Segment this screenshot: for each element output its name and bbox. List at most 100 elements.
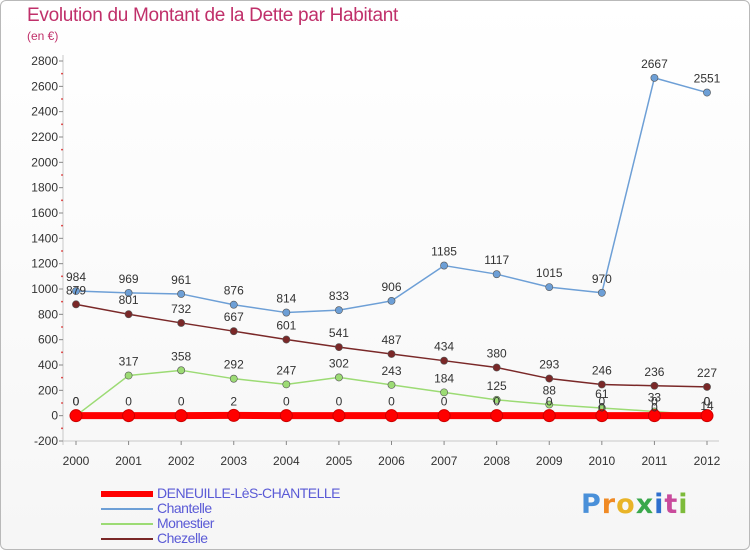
legend-swatch: [101, 523, 153, 525]
x-tick-label: 2002: [168, 454, 195, 468]
data-point-chezelle: [440, 356, 448, 365]
data-point-monestier: [335, 373, 343, 382]
data-label-chantelle: 970: [592, 272, 612, 286]
data-label-chantelle: 906: [381, 280, 401, 294]
data-point-chantelle: [545, 283, 554, 291]
y-minor-tick: [61, 351, 63, 354]
data-point-chezelle: [229, 327, 238, 336]
chart-title: Evolution du Montant de la Dette par Hab…: [27, 5, 398, 26]
data-label-monestier: 247: [276, 363, 296, 377]
data-point-deneuille-l-s-chantelle: [69, 409, 83, 423]
x-tick-label: 2005: [326, 454, 353, 468]
data-point-deneuille-l-s-chantelle: [647, 409, 661, 423]
data-label-monestier: 88: [543, 384, 557, 398]
data-label-chezelle: 380: [487, 347, 507, 361]
x-tick-label: 2004: [273, 454, 300, 468]
legend-label: Chezelle: [157, 530, 208, 546]
data-point-chantelle: [387, 297, 396, 305]
data-point-monestier: [282, 380, 291, 389]
data-label-chezelle: 487: [381, 333, 401, 347]
x-tick-label: 2008: [483, 454, 510, 468]
data-label-chezelle: 293: [539, 358, 559, 372]
data-label-monestier: 358: [171, 349, 191, 363]
y-tick-label: 2600: [31, 79, 58, 93]
y-minor-tick: [61, 148, 63, 151]
y-tick-label: 1000: [31, 282, 58, 296]
data-point-chantelle: [440, 261, 448, 270]
data-label-chezelle: 667: [224, 310, 244, 324]
data-label-deneuille-l-s-chantelle: 0: [704, 395, 711, 409]
data-label-chezelle: 246: [592, 364, 612, 378]
data-point-chantelle: [229, 300, 238, 309]
data-label-deneuille-l-s-chantelle: 0: [546, 395, 553, 409]
data-label-chezelle: 732: [171, 302, 191, 316]
data-label-monestier: 61: [595, 387, 609, 401]
data-point-monestier: [124, 371, 133, 380]
data-point-chezelle: [545, 374, 554, 383]
y-tick-label: 600: [38, 333, 58, 347]
data-point-chezelle: [282, 335, 291, 344]
data-label-chantelle: 1185: [431, 245, 457, 259]
y-tick-label: 2200: [31, 130, 58, 144]
y-tick-label: -200: [34, 434, 58, 448]
data-point-deneuille-l-s-chantelle: [385, 409, 398, 423]
data-label-deneuille-l-s-chantelle: 0: [441, 395, 448, 409]
data-point-chantelle: [335, 306, 343, 315]
data-label-chantelle: 814: [276, 292, 296, 306]
data-point-chezelle: [650, 381, 659, 390]
data-point-chezelle: [597, 380, 606, 389]
data-point-chantelle: [282, 308, 291, 317]
data-point-monestier: [492, 395, 501, 404]
data-point-chezelle: [124, 310, 133, 319]
data-label-monestier: 125: [487, 379, 507, 393]
data-label-deneuille-l-s-chantelle: 0: [178, 395, 185, 409]
x-tick-label: 2006: [378, 454, 405, 468]
data-point-deneuille-l-s-chantelle: [542, 409, 556, 423]
data-label-monestier: 292: [224, 358, 244, 372]
y-tick-label: 1400: [31, 231, 58, 245]
data-point-monestier: [177, 366, 186, 375]
data-label-monestier: 0: [704, 395, 711, 409]
y-minor-tick: [61, 376, 63, 379]
y-minor-tick: [61, 199, 63, 202]
data-label-chezelle: 227: [697, 366, 717, 380]
y-tick-label: 0: [51, 409, 58, 423]
chart-subtitle: (en €): [27, 29, 59, 43]
data-point-deneuille-l-s-chantelle: [490, 409, 504, 423]
data-point-chezelle: [177, 319, 186, 327]
data-label-extra: 0: [651, 401, 658, 415]
data-point-chantelle: [703, 88, 711, 97]
x-tick-label: 2000: [63, 454, 90, 468]
data-label-deneuille-l-s-chantelle: 0: [125, 395, 132, 409]
data-point-monestier: [440, 388, 448, 397]
data-point-chantelle: [177, 290, 186, 298]
data-point-deneuille-l-s-chantelle: [227, 408, 241, 422]
data-point-chezelle: [335, 343, 343, 352]
data-label-extra: 14: [700, 399, 714, 413]
data-label-chantelle: 984: [66, 270, 86, 284]
data-label-chezelle: 541: [329, 326, 349, 340]
data-point-chezelle: [387, 350, 396, 358]
y-minor-tick: [61, 98, 63, 100]
legend-label: Monestier: [157, 515, 214, 531]
x-tick-label: 2001: [115, 454, 142, 468]
y-minor-tick: [61, 224, 63, 227]
y-minor-tick: [61, 72, 63, 75]
y-minor-tick: [61, 427, 63, 430]
data-label-monestier: 33: [648, 390, 662, 404]
legend-swatch: [101, 538, 153, 540]
data-point-chantelle: [650, 73, 659, 82]
data-label-chantelle: 969: [119, 272, 139, 286]
data-label-deneuille-l-s-chantelle: 0: [493, 395, 500, 409]
x-tick-label: 2007: [431, 454, 458, 468]
y-tick-label: 2000: [31, 155, 58, 169]
x-tick-label: 2011: [642, 454, 668, 468]
data-label-monestier: 302: [329, 356, 349, 370]
y-tick-label: 1600: [31, 206, 58, 220]
data-label-deneuille-l-s-chantelle: 0: [73, 395, 80, 409]
y-tick-label: 1200: [31, 257, 58, 271]
data-point-deneuille-l-s-chantelle: [595, 409, 609, 423]
data-point-deneuille-l-s-chantelle: [122, 409, 136, 423]
legend-swatch: [101, 491, 153, 497]
